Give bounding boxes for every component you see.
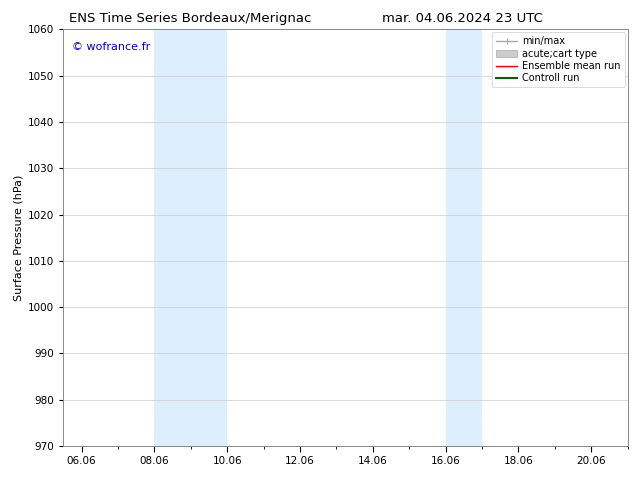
Y-axis label: Surface Pressure (hPa): Surface Pressure (hPa) bbox=[14, 174, 24, 301]
Text: © wofrance.fr: © wofrance.fr bbox=[72, 42, 150, 52]
Bar bbox=[446, 29, 482, 446]
Legend: min/max, acute;cart type, Ensemble mean run, Controll run: min/max, acute;cart type, Ensemble mean … bbox=[492, 32, 624, 87]
Text: ENS Time Series Bordeaux/Merignac: ENS Time Series Bordeaux/Merignac bbox=[69, 12, 311, 25]
Text: mar. 04.06.2024 23 UTC: mar. 04.06.2024 23 UTC bbox=[382, 12, 543, 25]
Bar bbox=[155, 29, 227, 446]
